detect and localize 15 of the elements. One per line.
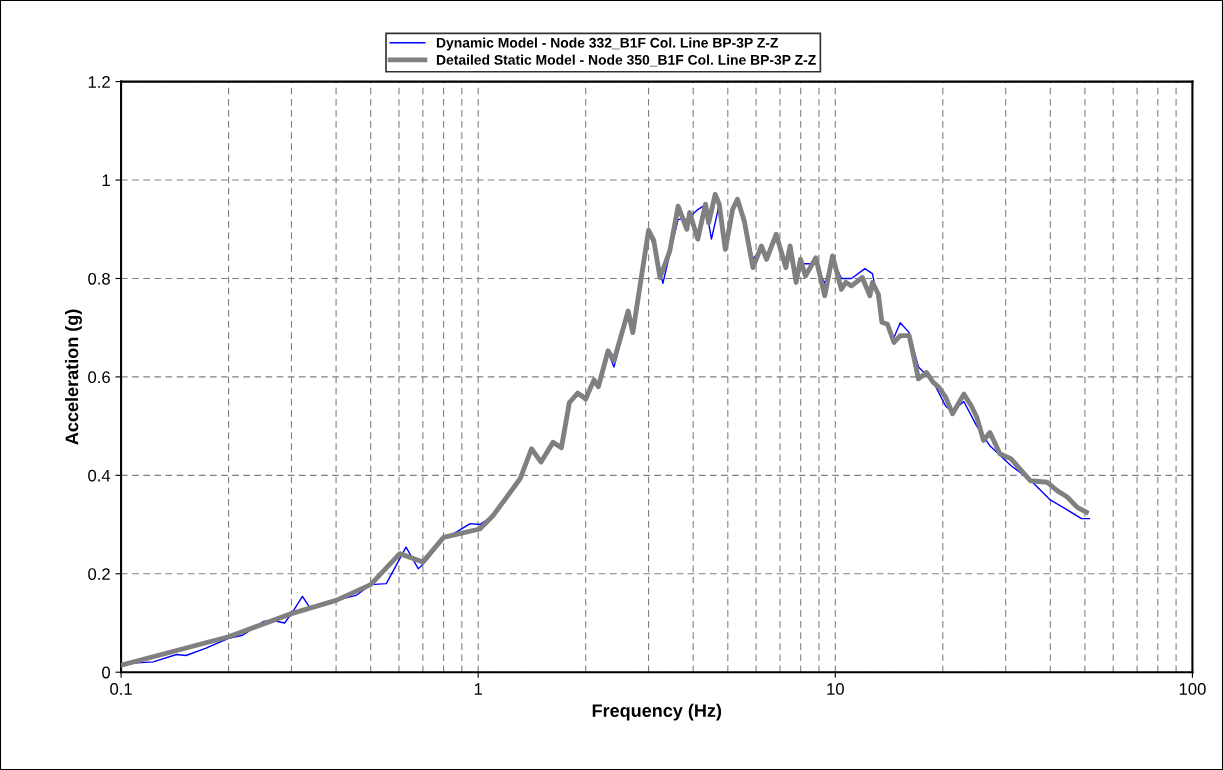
legend-label: Detailed Static Model - Node 350_B1F Col. Line BP-3P Z-Z bbox=[436, 54, 816, 67]
y-tick-label: 1 bbox=[102, 174, 110, 187]
x-tick-label: 10 bbox=[827, 683, 844, 695]
y-tick-label: 0.4 bbox=[88, 469, 111, 482]
x-tick-label: 1 bbox=[474, 683, 483, 695]
y-tick-label: 0.2 bbox=[88, 568, 110, 580]
x-axis-title: Frequency (Hz) bbox=[592, 703, 722, 721]
y-axis-title: Acceleration (g) bbox=[65, 309, 82, 445]
y-tick-label: 0.8 bbox=[88, 272, 110, 285]
legend-label: Dynamic Model - Node 332_B1F Col. Line BP-3P Z-Z bbox=[436, 37, 779, 51]
x-tick-label: 100 bbox=[1179, 683, 1206, 695]
y-tick-label: 1.2 bbox=[88, 76, 110, 88]
y-tick-label: 0.6 bbox=[88, 371, 110, 384]
y-tick-label: 0 bbox=[102, 666, 111, 679]
x-tick-label: 0.1 bbox=[110, 683, 132, 695]
